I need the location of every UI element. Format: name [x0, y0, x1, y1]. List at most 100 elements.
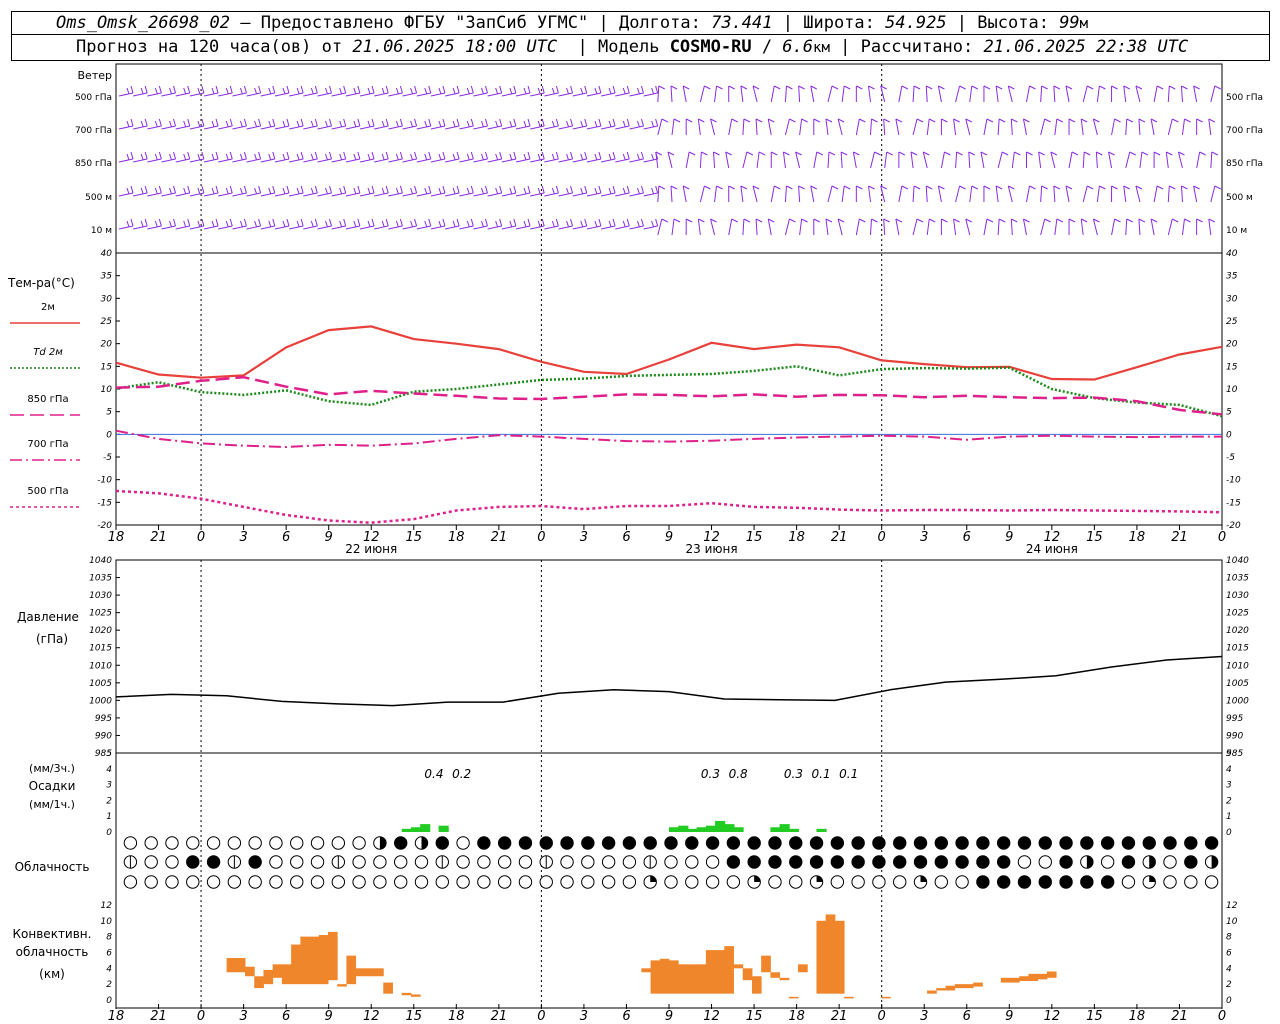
- press-tick-label-right: 1020: [1226, 626, 1249, 636]
- wind-barb: [161, 218, 177, 230]
- conv-bar: [235, 958, 246, 973]
- wind-barb: [331, 218, 347, 230]
- wind-barb: [1095, 151, 1103, 169]
- wind-barb: [1082, 185, 1094, 203]
- hour-tick-label: 9: [325, 530, 333, 545]
- cloud-symbol: [705, 855, 720, 869]
- cloud-symbol: [1121, 875, 1136, 889]
- cloud-symbol: [144, 855, 158, 869]
- wind-level-label-right: 10 м: [1226, 226, 1247, 236]
- wind-barb: [728, 218, 738, 236]
- wind-barb: [643, 85, 659, 97]
- wind-barb: [784, 185, 793, 203]
- conv-bar: [374, 968, 384, 977]
- wind-barb: [837, 118, 845, 136]
- cloud-symbol: [1059, 836, 1073, 850]
- wind-barbs: [118, 85, 1222, 236]
- wind-barb: [445, 85, 460, 97]
- wind-barb: [1040, 118, 1051, 136]
- wind-barb: [530, 185, 545, 197]
- wind-barb: [895, 218, 903, 236]
- press-unit: (гПа): [36, 632, 68, 646]
- cloud-symbol: [768, 836, 782, 850]
- wind-barb: [175, 118, 191, 130]
- axis-labels: 18 21 0 3 6 9 12 15 18 21 0 3 6 9 12 15 18 21 0 3 6 9 12 15 18 21…: [7, 69, 1263, 1024]
- cloud-symbol: [872, 875, 886, 889]
- cloud-symbol: [622, 875, 637, 889]
- hour-tick-label: 15: [746, 1009, 763, 1024]
- wind-barb: [558, 185, 574, 197]
- cloud-symbol: [1080, 836, 1094, 850]
- wind-barb: [615, 118, 630, 130]
- hour-tick-label: 6: [282, 530, 290, 545]
- press-tick-label-right: 1035: [1226, 574, 1249, 584]
- wind-barb: [246, 151, 262, 163]
- press-tick-label-right: 1030: [1226, 591, 1249, 601]
- hour-tick-label: 18: [1129, 530, 1146, 545]
- temp-legend-label: 500 гПа: [27, 486, 68, 497]
- wind-barb: [937, 85, 945, 103]
- wind-barb: [898, 85, 909, 103]
- hour-tick-label: 18: [448, 1009, 465, 1024]
- cloud-symbol: [789, 875, 803, 889]
- conv-bar: [272, 964, 283, 978]
- conv-bar: [788, 996, 799, 999]
- wind-barb: [189, 118, 205, 130]
- hour-tick-label: 21: [150, 530, 167, 545]
- press-tick-label: 985: [95, 749, 112, 759]
- wind-barb: [1022, 218, 1030, 236]
- wind-barb: [868, 185, 875, 203]
- wind-barb: [940, 118, 948, 135]
- cloud-symbol: [1142, 836, 1156, 850]
- cloud-symbol: [186, 875, 200, 889]
- wind-barb: [1065, 85, 1073, 103]
- hour-tick-label: 21: [831, 530, 848, 545]
- precip-bar: [410, 827, 422, 832]
- cloud-symbol: [851, 875, 865, 889]
- wind-barb: [770, 85, 781, 103]
- cloud-symbol: [331, 855, 346, 869]
- wind-barb: [912, 185, 921, 203]
- press-tick-label-right: 1005: [1226, 679, 1249, 689]
- wind-barb: [983, 218, 994, 236]
- cloud-symbol: [393, 836, 408, 850]
- conv-bar: [1010, 977, 1020, 983]
- cloud-symbol: [123, 855, 138, 869]
- precip-value-label: 0.8: [729, 767, 748, 781]
- precip-bar: [816, 828, 827, 832]
- resolution-unit: км: [813, 40, 830, 56]
- wind-barb: [345, 218, 361, 230]
- wind-barb: [402, 85, 418, 97]
- conv-bar: [742, 968, 753, 981]
- hour-tick-label: 3: [580, 530, 588, 545]
- cloud-symbol: [643, 875, 657, 889]
- wind-barb: [767, 218, 775, 236]
- cloud-symbol: [1038, 836, 1052, 850]
- wind-barb: [983, 85, 991, 102]
- wind-barb: [416, 118, 432, 130]
- wind-barb: [133, 118, 148, 130]
- wind-barb: [898, 151, 906, 168]
- conv-bar: [291, 944, 301, 985]
- wind-barb: [1068, 118, 1076, 135]
- conv-bar: [696, 964, 707, 994]
- wind-barb: [147, 118, 162, 130]
- wind-barb: [1010, 118, 1018, 136]
- wind-barb: [147, 218, 162, 230]
- wind-level-label-right: 700 гПа: [1226, 126, 1263, 136]
- temp-tick-label-right: -15: [1226, 498, 1241, 508]
- temp-title: Тем-ра(°C): [7, 276, 75, 290]
- cloud-symbol: [934, 855, 949, 869]
- press-tick-label-right: 1000: [1226, 696, 1249, 706]
- cloud-symbol: [872, 836, 886, 850]
- wind-barb: [260, 118, 276, 130]
- cloud-symbol: [477, 836, 491, 850]
- wind-barb: [133, 151, 148, 163]
- temp-tick-label-right: 5: [1226, 408, 1232, 418]
- wind-barb: [870, 118, 878, 136]
- cloud-symbol: [830, 836, 845, 850]
- wind-barb: [714, 85, 723, 103]
- wind-barb: [968, 151, 975, 169]
- wind-barb: [1025, 85, 1036, 103]
- conv-bar: [945, 985, 956, 991]
